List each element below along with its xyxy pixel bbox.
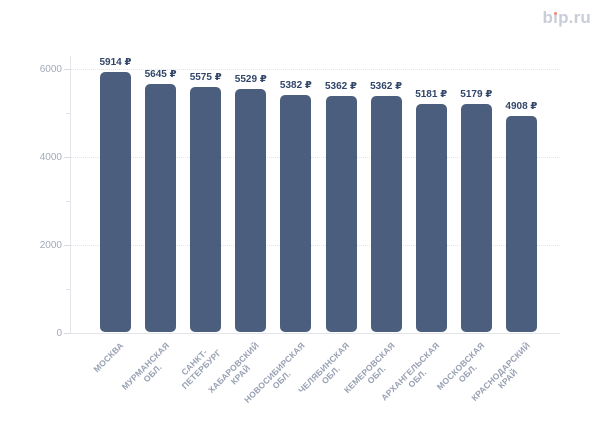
y-axis-minor-tick: [66, 201, 70, 202]
logo-i-stem: ı: [553, 8, 559, 27]
logo-text-after-i: p.ru: [558, 8, 591, 27]
bar-value-label: 5914 ₽: [99, 56, 132, 68]
bar-value-label: 5382 ₽: [279, 80, 312, 92]
bar[interactable]: [460, 104, 492, 332]
logo-text-before-i: b: [542, 8, 554, 27]
y-axis-major-tick: [64, 69, 70, 70]
x-axis-category-label: МОСКВА: [91, 340, 126, 375]
y-axis-major-tick: [64, 333, 70, 334]
x-axis-line: [70, 333, 560, 334]
bar[interactable]: [145, 83, 177, 332]
x-axis-category-label: МУРМАНСКАЯ ОБЛ.: [119, 340, 171, 392]
bip-ru-logo[interactable]: bı p.ru: [543, 8, 591, 28]
bar[interactable]: [280, 95, 312, 332]
y-axis-major-tick: [64, 245, 70, 246]
y-axis-tick-label: 0: [56, 328, 62, 339]
bar[interactable]: [505, 116, 537, 332]
bar-value-label: 5645 ₽: [144, 68, 177, 80]
gridline: [71, 157, 560, 158]
bar-value-label: 5575 ₽: [189, 71, 222, 83]
bar-value-label: 5529 ₽: [234, 73, 267, 85]
y-axis-tick-label: 6000: [39, 64, 62, 75]
y-axis-tick-label: 2000: [39, 240, 62, 251]
bar-value-label: 5362 ₽: [325, 81, 357, 93]
gridline: [71, 245, 560, 246]
bar-value-label: 5362 ₽: [370, 81, 403, 93]
bar[interactable]: [325, 96, 357, 332]
y-axis-line: [70, 56, 71, 333]
gridline: [71, 69, 560, 70]
y-axis-tick-label: 4000: [39, 152, 62, 163]
bar[interactable]: [100, 71, 131, 332]
y-axis-minor-tick: [66, 289, 70, 290]
bar[interactable]: [235, 88, 267, 332]
bar-value-label: 4908 ₽: [505, 101, 538, 113]
bar-value-label: 5181 ₽: [415, 89, 448, 101]
logo-letter-i: ı: [553, 8, 558, 28]
logo-i-dot: [553, 11, 558, 16]
y-axis-minor-tick: [66, 113, 70, 114]
bar[interactable]: [370, 96, 402, 332]
bar[interactable]: [190, 86, 222, 332]
bar-value-label: 5179 ₽: [460, 89, 493, 101]
bar[interactable]: [415, 104, 447, 332]
y-axis-major-tick: [64, 157, 70, 158]
